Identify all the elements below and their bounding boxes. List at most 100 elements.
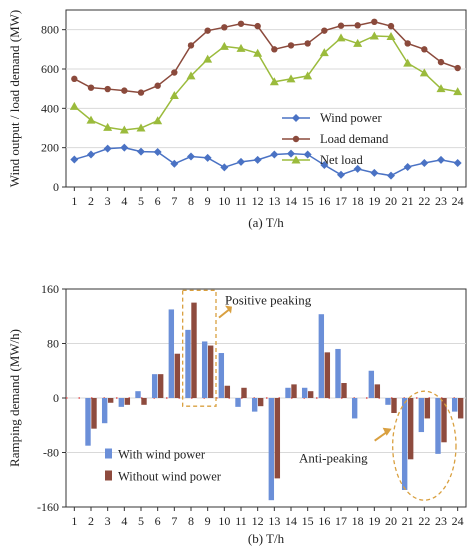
bar-without-wind-power: [157, 374, 164, 398]
panel-a-x-tick-label: 5: [138, 194, 144, 208]
panel-a-x-tick-label: 1: [71, 194, 77, 208]
panel-a-y-axis-label: Wind output / load demand (MW): [7, 10, 22, 187]
panel-a-x-tick-label: 19: [368, 194, 380, 208]
bar-without-wind-power: [341, 383, 347, 398]
bar-with-wind-power: [251, 398, 258, 412]
point-load-demand: [454, 64, 461, 72]
bar-without-wind-power: [307, 391, 314, 398]
point-load-demand: [287, 42, 295, 49]
point-wind-power: [120, 143, 129, 152]
point-net-load: [69, 101, 79, 110]
panel-b-x-tick-label: 19: [368, 514, 380, 528]
point-wind-power: [437, 155, 445, 164]
point-net-load: [186, 71, 196, 80]
bar-with-wind-power: [385, 398, 391, 405]
positive-peaking-box: [182, 289, 217, 407]
bar-with-wind-power: [318, 314, 325, 398]
panel-a-x-tick-label: 18: [352, 194, 364, 208]
panel-b-y-axis-label: Ramping demand (MW/h): [7, 329, 22, 467]
panel-a-x-tick-label: 7: [171, 194, 177, 208]
point-load-demand: [171, 69, 178, 76]
bar-without-wind-power: [174, 353, 181, 398]
bar-without-wind-power: [441, 398, 447, 443]
bar-with-wind-power: [168, 309, 175, 398]
point-net-load: [119, 125, 129, 134]
panel-a-x-tick-label: 2: [88, 194, 94, 208]
point-net-load: [203, 54, 213, 63]
point-wind-power: [170, 159, 179, 168]
panel-a-x-tick-label: 15: [302, 194, 314, 208]
point-net-load: [453, 87, 463, 96]
point-wind-power: [70, 155, 79, 164]
point-wind-power: [87, 150, 95, 159]
panel-b-x-tick-label: 4: [121, 514, 127, 528]
point-net-load: [386, 32, 396, 41]
panel-b-x-tick-label: 15: [302, 514, 314, 528]
point-net-load: [403, 58, 413, 67]
panel-b-y-tick-label: 0: [53, 391, 59, 405]
panel-b-bars: [85, 302, 464, 501]
point-load-demand: [437, 58, 445, 66]
legend-swatch: [105, 448, 112, 459]
bar-with-wind-power: [268, 398, 275, 501]
bar-with-wind-power: [218, 353, 225, 398]
bar-without-wind-power: [207, 345, 214, 398]
point-wind-power: [137, 147, 145, 156]
legend-swatch: [105, 470, 112, 481]
panel-b-x-tick-label: 21: [402, 514, 414, 528]
point-wind-power: [153, 147, 162, 156]
panel-b-x-tick-label: 22: [418, 514, 430, 528]
legend-marker: [292, 135, 300, 143]
bar-with-wind-power: [135, 391, 141, 398]
bar-with-wind-power: [85, 398, 91, 446]
anti-peaking-arrowhead: [382, 427, 392, 436]
panel-b-x-tick-label: 24: [452, 514, 464, 528]
bar-with-wind-power: [435, 398, 441, 454]
bar-with-wind-power: [301, 387, 308, 398]
bar-without-wind-power: [224, 385, 231, 398]
legend-label: With wind power: [118, 448, 206, 462]
point-load-demand: [354, 22, 361, 29]
point-load-demand: [421, 46, 428, 53]
positive-peaking-label: Positive peaking: [225, 293, 312, 308]
panel-b-x-tick-label: 1: [71, 514, 77, 528]
legend-label: Wind power: [320, 111, 382, 125]
point-net-load: [86, 115, 96, 124]
point-load-demand: [254, 22, 261, 30]
bar-without-wind-power: [457, 398, 464, 419]
panel-b-legend: With wind power Without wind power: [105, 448, 222, 484]
bar-with-wind-power: [451, 398, 458, 412]
panel-a-x-tick-label: 21: [402, 194, 414, 208]
bar-without-wind-power: [91, 398, 97, 429]
bar-without-wind-power: [124, 398, 131, 405]
bar-with-wind-power: [118, 398, 125, 407]
bar-without-wind-power: [374, 384, 381, 398]
point-wind-power: [370, 168, 379, 177]
panel-a-series: [69, 18, 463, 180]
legend-label: Load demand: [320, 132, 389, 146]
panel-a-x-tick-label: 20: [385, 194, 397, 208]
bar-without-wind-power: [191, 302, 197, 398]
point-wind-power: [287, 149, 295, 158]
bar-with-wind-power: [285, 387, 291, 398]
legend-marker: [292, 114, 300, 122]
panel-b-x-tick-label: 20: [385, 514, 397, 528]
point-net-load: [353, 38, 363, 47]
point-wind-power: [453, 159, 462, 168]
panel-b-x-tick-label: 10: [218, 514, 230, 528]
point-net-load: [436, 84, 446, 93]
point-net-load: [169, 91, 179, 100]
panel-a-y-tick-label: 800: [41, 23, 59, 37]
point-wind-power: [353, 164, 362, 173]
point-load-demand: [337, 22, 345, 29]
panel-b-y-tick-label: 160: [41, 282, 59, 296]
point-net-load: [103, 122, 113, 131]
panel-a-legend: Wind power Load demand Net load: [282, 111, 389, 167]
panel-a-x-tick-label: 13: [268, 194, 280, 208]
point-load-demand: [321, 27, 328, 34]
point-net-load: [319, 48, 329, 57]
panel-a-x-tick-label: 12: [252, 194, 264, 208]
panel-a-x-tick-label: 8: [188, 194, 194, 208]
panel-b-gridlines: [66, 343, 466, 453]
panel-b-y-tick-label: 80: [47, 337, 59, 351]
